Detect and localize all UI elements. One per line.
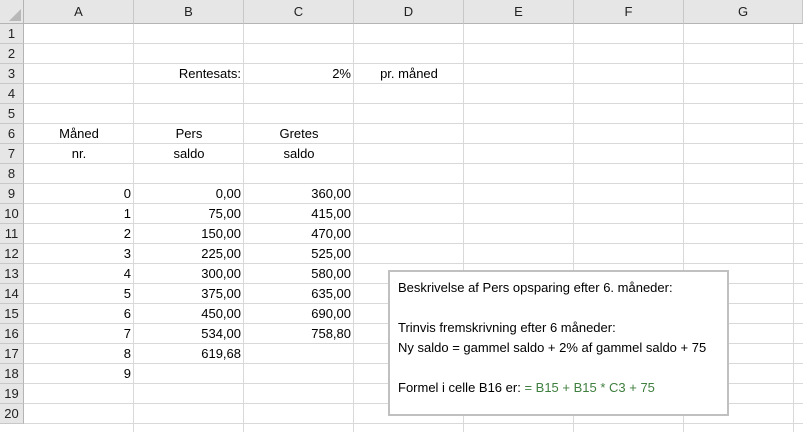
column-header-d[interactable]: D bbox=[354, 0, 464, 24]
cell-month[interactable]: 0 bbox=[123, 186, 131, 201]
column-header-g[interactable]: G bbox=[684, 0, 803, 24]
text-box-rule: Ny saldo = gammel saldo + 2% af gammel s… bbox=[398, 340, 707, 355]
cell-month[interactable]: 3 bbox=[123, 246, 131, 261]
cell-month[interactable]: 2 bbox=[123, 226, 131, 241]
cell-pers-saldo[interactable]: 225,00 bbox=[201, 246, 241, 261]
text-box-spacer bbox=[398, 298, 719, 318]
row-header-12[interactable]: 12 bbox=[0, 244, 24, 264]
cell-gretes-saldo[interactable]: 690,00 bbox=[311, 306, 351, 321]
cell-gretes-saldo[interactable]: 580,00 bbox=[311, 266, 351, 281]
row-header-1[interactable]: 1 bbox=[0, 24, 24, 44]
row-header-5[interactable]: 5 bbox=[0, 104, 24, 124]
row-header-11[interactable]: 11 bbox=[0, 224, 24, 244]
cell-gretes-saldo[interactable]: 470,00 bbox=[311, 226, 351, 241]
text-box-step-label: Trinvis fremskrivning efter 6 måneder: bbox=[398, 320, 616, 335]
text-box-formula-line: Formel i celle B16 er: = B15 + B15 * C3 … bbox=[398, 378, 719, 398]
cell-b3-rate-label[interactable]: Rentesats: bbox=[178, 66, 241, 81]
column-header-b[interactable]: B bbox=[134, 0, 244, 24]
text-box-spacer bbox=[398, 358, 719, 378]
cell-b6-pers-header[interactable]: Pers bbox=[175, 126, 203, 141]
cell-gretes-saldo[interactable]: 360,00 bbox=[311, 186, 351, 201]
select-all-corner[interactable] bbox=[0, 0, 24, 24]
cell-d3-per-month[interactable]: pr. måned bbox=[380, 66, 438, 81]
row-header-2[interactable]: 2 bbox=[0, 44, 24, 64]
cell-gretes-saldo[interactable]: 525,00 bbox=[311, 246, 351, 261]
cell-c3-rate-value[interactable]: 2% bbox=[332, 66, 351, 81]
row-header-4[interactable]: 4 bbox=[0, 84, 24, 104]
cell-month[interactable]: 1 bbox=[123, 206, 131, 221]
column-header-c[interactable]: C bbox=[244, 0, 354, 24]
cell-month[interactable]: 6 bbox=[123, 306, 131, 321]
formula-prefix: Formel i celle B16 er: bbox=[398, 380, 521, 395]
column-header-f[interactable]: F bbox=[574, 0, 684, 24]
row-header-3[interactable]: 3 bbox=[0, 64, 24, 84]
row-header-13[interactable]: 13 bbox=[0, 264, 24, 284]
row-header-20[interactable]: 20 bbox=[0, 404, 24, 424]
cell-pers-saldo[interactable]: 75,00 bbox=[208, 206, 241, 221]
row-header-19[interactable]: 19 bbox=[0, 384, 24, 404]
row-header-7[interactable]: 7 bbox=[0, 144, 24, 164]
cell-pers-saldo[interactable]: 150,00 bbox=[201, 226, 241, 241]
cell-gretes-saldo[interactable]: 415,00 bbox=[311, 206, 351, 221]
cell-month[interactable]: 8 bbox=[123, 346, 131, 361]
cell-pers-saldo[interactable]: 300,00 bbox=[201, 266, 241, 281]
cell-b7-saldo-header[interactable]: saldo bbox=[173, 146, 205, 161]
cell-pers-saldo[interactable]: 534,00 bbox=[201, 326, 241, 341]
cell-a6-month-header[interactable]: Måned bbox=[59, 126, 99, 141]
cell-pers-saldo[interactable]: 375,00 bbox=[201, 286, 241, 301]
cell-month[interactable]: 5 bbox=[123, 286, 131, 301]
formula-text: = B15 + B15 * C3 + 75 bbox=[524, 380, 655, 395]
column-header-a[interactable]: A bbox=[24, 0, 134, 24]
cell-month[interactable]: 9 bbox=[123, 366, 131, 381]
cell-c6-gretes-header[interactable]: Gretes bbox=[279, 126, 319, 141]
row-header-15[interactable]: 15 bbox=[0, 304, 24, 324]
cell-pers-saldo[interactable]: 450,00 bbox=[201, 306, 241, 321]
cell-gretes-saldo[interactable]: 635,00 bbox=[311, 286, 351, 301]
text-box-heading: Beskrivelse af Pers opsparing efter 6. m… bbox=[398, 280, 673, 295]
cell-c7-saldo-header[interactable]: saldo bbox=[283, 146, 315, 161]
column-header-e[interactable]: E bbox=[464, 0, 574, 24]
row-header-6[interactable]: 6 bbox=[0, 124, 24, 144]
row-header-16[interactable]: 16 bbox=[0, 324, 24, 344]
row-header-14[interactable]: 14 bbox=[0, 284, 24, 304]
row-header-18[interactable]: 18 bbox=[0, 364, 24, 384]
cell-month[interactable]: 7 bbox=[123, 326, 131, 341]
cell-pers-saldo[interactable]: 0,00 bbox=[215, 186, 241, 201]
cell-month[interactable]: 4 bbox=[123, 266, 131, 281]
cell-gretes-saldo[interactable]: 758,80 bbox=[311, 326, 351, 341]
description-text-box[interactable]: Beskrivelse af Pers opsparing efter 6. m… bbox=[388, 270, 729, 416]
row-header-10[interactable]: 10 bbox=[0, 204, 24, 224]
row-header-17[interactable]: 17 bbox=[0, 344, 24, 364]
row-header-8[interactable]: 8 bbox=[0, 164, 24, 184]
row-header-9[interactable]: 9 bbox=[0, 184, 24, 204]
cell-a7-number-header[interactable]: nr. bbox=[71, 146, 87, 161]
cell-pers-saldo[interactable]: 619,68 bbox=[201, 346, 241, 361]
